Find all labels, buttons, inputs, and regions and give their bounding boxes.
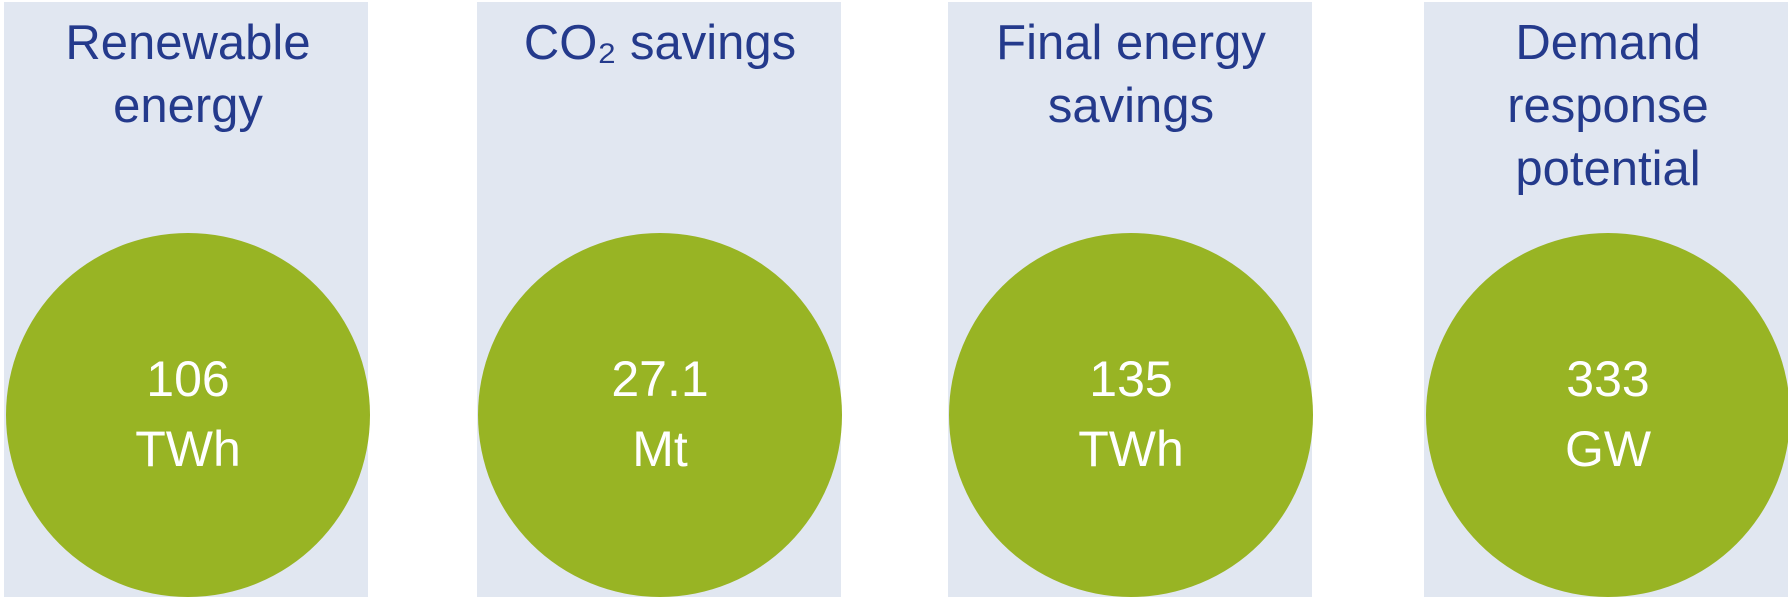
card-title: response — [1507, 79, 1709, 133]
kpi-card: Renewable energy 106 TWh — [4, 2, 370, 597]
kpi-card: CO₂ savings 27.1 Mt — [477, 2, 842, 597]
card-title: Renewable — [65, 16, 310, 70]
value-circle — [1426, 233, 1788, 597]
value-circle — [6, 233, 370, 597]
value: 135 — [1089, 351, 1172, 407]
value: 333 — [1566, 351, 1649, 407]
value: 106 — [146, 351, 229, 407]
card-title: energy — [113, 79, 263, 133]
unit: Mt — [632, 421, 688, 477]
unit: TWh — [135, 421, 241, 477]
value: 27.1 — [611, 351, 708, 407]
card-title: Final energy — [996, 16, 1266, 70]
card-title: potential — [1515, 142, 1700, 196]
card-title: Demand — [1515, 16, 1700, 70]
unit: GW — [1565, 421, 1652, 477]
card-title: CO₂ savings — [524, 16, 796, 70]
unit: TWh — [1078, 421, 1184, 477]
value-circle — [949, 233, 1313, 597]
kpi-card: Demand response potential 333 GW — [1424, 2, 1788, 597]
value-circle — [478, 233, 842, 597]
kpi-card: Final energy savings 135 TWh — [948, 2, 1313, 597]
card-title: savings — [1048, 79, 1214, 133]
